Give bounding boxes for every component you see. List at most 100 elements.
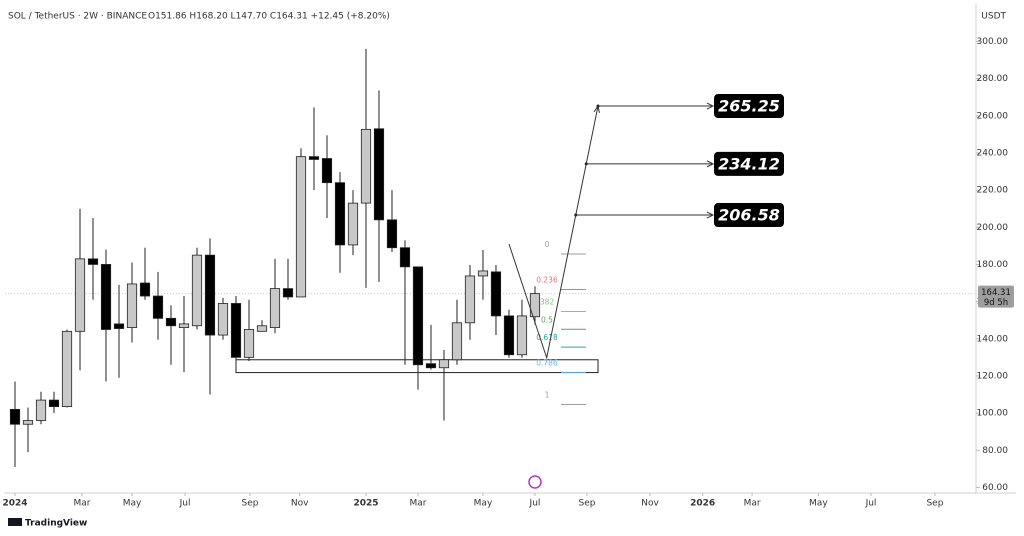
x-tick-label: 2024: [2, 499, 27, 509]
candle-body: [87, 258, 99, 265]
candle-body: [191, 254, 203, 327]
x-tick-label: Sep: [578, 499, 595, 509]
fib-label: 0: [545, 240, 550, 249]
ohlc-readout: O151.86 H168.20 L147.70 C164.31 +12.45 (…: [148, 12, 390, 22]
candle-body: [152, 295, 164, 319]
candle-body: [282, 288, 294, 298]
y-tick-label: 200.00: [977, 223, 1009, 233]
y-tick-label: 240.00: [977, 148, 1009, 158]
candle-body: [9, 408, 21, 425]
fib-label: 0.236: [536, 276, 558, 285]
target-label: 206.58: [718, 206, 780, 225]
candle-body: [386, 219, 398, 249]
y-tick-label: 280.00: [977, 74, 1009, 84]
y-tick-label: 180.00: [977, 260, 1009, 270]
y-tick-label: 300.00: [977, 37, 1009, 47]
y-tick-label: 260.00: [977, 111, 1009, 121]
candle-body: [321, 158, 333, 184]
candle-body: [35, 399, 47, 421]
y-tick-label: 80.00: [982, 446, 1008, 456]
target-box: [714, 203, 784, 228]
candle-body: [516, 315, 528, 356]
candle-body: [217, 303, 229, 336]
candle-body: [425, 363, 437, 369]
candle-body: [529, 293, 541, 318]
target-label: 234.12: [718, 154, 780, 173]
icon-ring: [528, 475, 542, 489]
candle-body: [48, 399, 60, 407]
candle-body: [230, 303, 242, 358]
price-tag-countdown: 9d 5h: [984, 298, 1008, 308]
candle-body: [126, 283, 138, 329]
candle-body: [399, 247, 411, 268]
x-tick-label: Nov: [641, 499, 659, 509]
candle-body: [139, 282, 151, 297]
candle-body: [373, 128, 385, 221]
candle-body: [360, 128, 372, 204]
x-tick-label: Mar: [409, 499, 426, 509]
candle-body: [334, 182, 346, 246]
target-label: 265.25: [718, 97, 780, 116]
fib-label: 1: [545, 391, 550, 400]
candle-body: [178, 323, 190, 329]
candle-body: [347, 202, 359, 246]
candle-body: [477, 270, 489, 277]
logo: TradingView: [8, 518, 87, 529]
candle-body: [295, 156, 307, 298]
x-tick-label: Mar: [744, 499, 761, 509]
fib-label: 0.786: [536, 358, 558, 367]
target-arrowhead: [706, 102, 715, 110]
candle-body: [503, 315, 515, 356]
candle-body: [74, 258, 86, 332]
candle-body: [308, 156, 320, 160]
y-tick-label: 60.00: [982, 483, 1008, 493]
fib-label: 382: [540, 297, 555, 306]
candle-body: [464, 275, 476, 324]
target-box: [714, 151, 784, 176]
logo-mark: [8, 518, 22, 526]
candle-body: [113, 323, 125, 329]
candle-body: [165, 317, 177, 327]
symbol-title: SOL / TetherUS · 2W · BINANCE: [8, 12, 147, 22]
target-arrowhead: [706, 211, 715, 219]
candle-body: [412, 266, 424, 366]
y-tick-label: 100.00: [977, 409, 1009, 419]
x-tick-label: 2025: [353, 499, 378, 509]
currency: USDT: [981, 12, 1006, 22]
candle-body: [438, 359, 450, 369]
x-tick-label: Nov: [291, 499, 309, 509]
alert-icon: [528, 475, 542, 489]
candle-body: [269, 288, 281, 329]
y-tick-label: 120.00: [977, 371, 1009, 381]
candle-body: [451, 322, 463, 361]
projection-path: [508, 105, 599, 360]
candle-body: [22, 420, 34, 425]
price-tag: [978, 285, 1014, 308]
x-tick-label: 2026: [690, 499, 715, 509]
candle-body: [61, 330, 73, 407]
candle-body: [243, 329, 255, 358]
price-tag-value: 164.31: [981, 288, 1011, 298]
x-tick-label: Mar: [73, 499, 90, 509]
fib-label: 0.5: [541, 315, 553, 324]
x-tick-label: Jul: [179, 499, 191, 509]
target-arrowhead: [706, 160, 715, 168]
candle-body: [256, 325, 268, 332]
x-tick-label: Sep: [926, 499, 943, 509]
fib-label: 0.618: [536, 333, 558, 342]
brand: TradingView: [25, 519, 87, 529]
x-tick-label: May: [123, 499, 142, 509]
candle-body: [100, 264, 112, 330]
x-tick-label: Jul: [529, 499, 541, 509]
target-box: [714, 94, 784, 119]
x-tick-label: Sep: [242, 499, 259, 509]
y-tick-label: 220.00: [977, 186, 1009, 196]
candle-body: [204, 254, 216, 336]
candle-body: [490, 271, 502, 317]
x-tick-label: May: [474, 499, 493, 509]
x-tick-label: May: [809, 499, 828, 509]
y-tick-label: 140.00: [977, 334, 1009, 344]
x-tick-label: Jul: [865, 499, 877, 509]
